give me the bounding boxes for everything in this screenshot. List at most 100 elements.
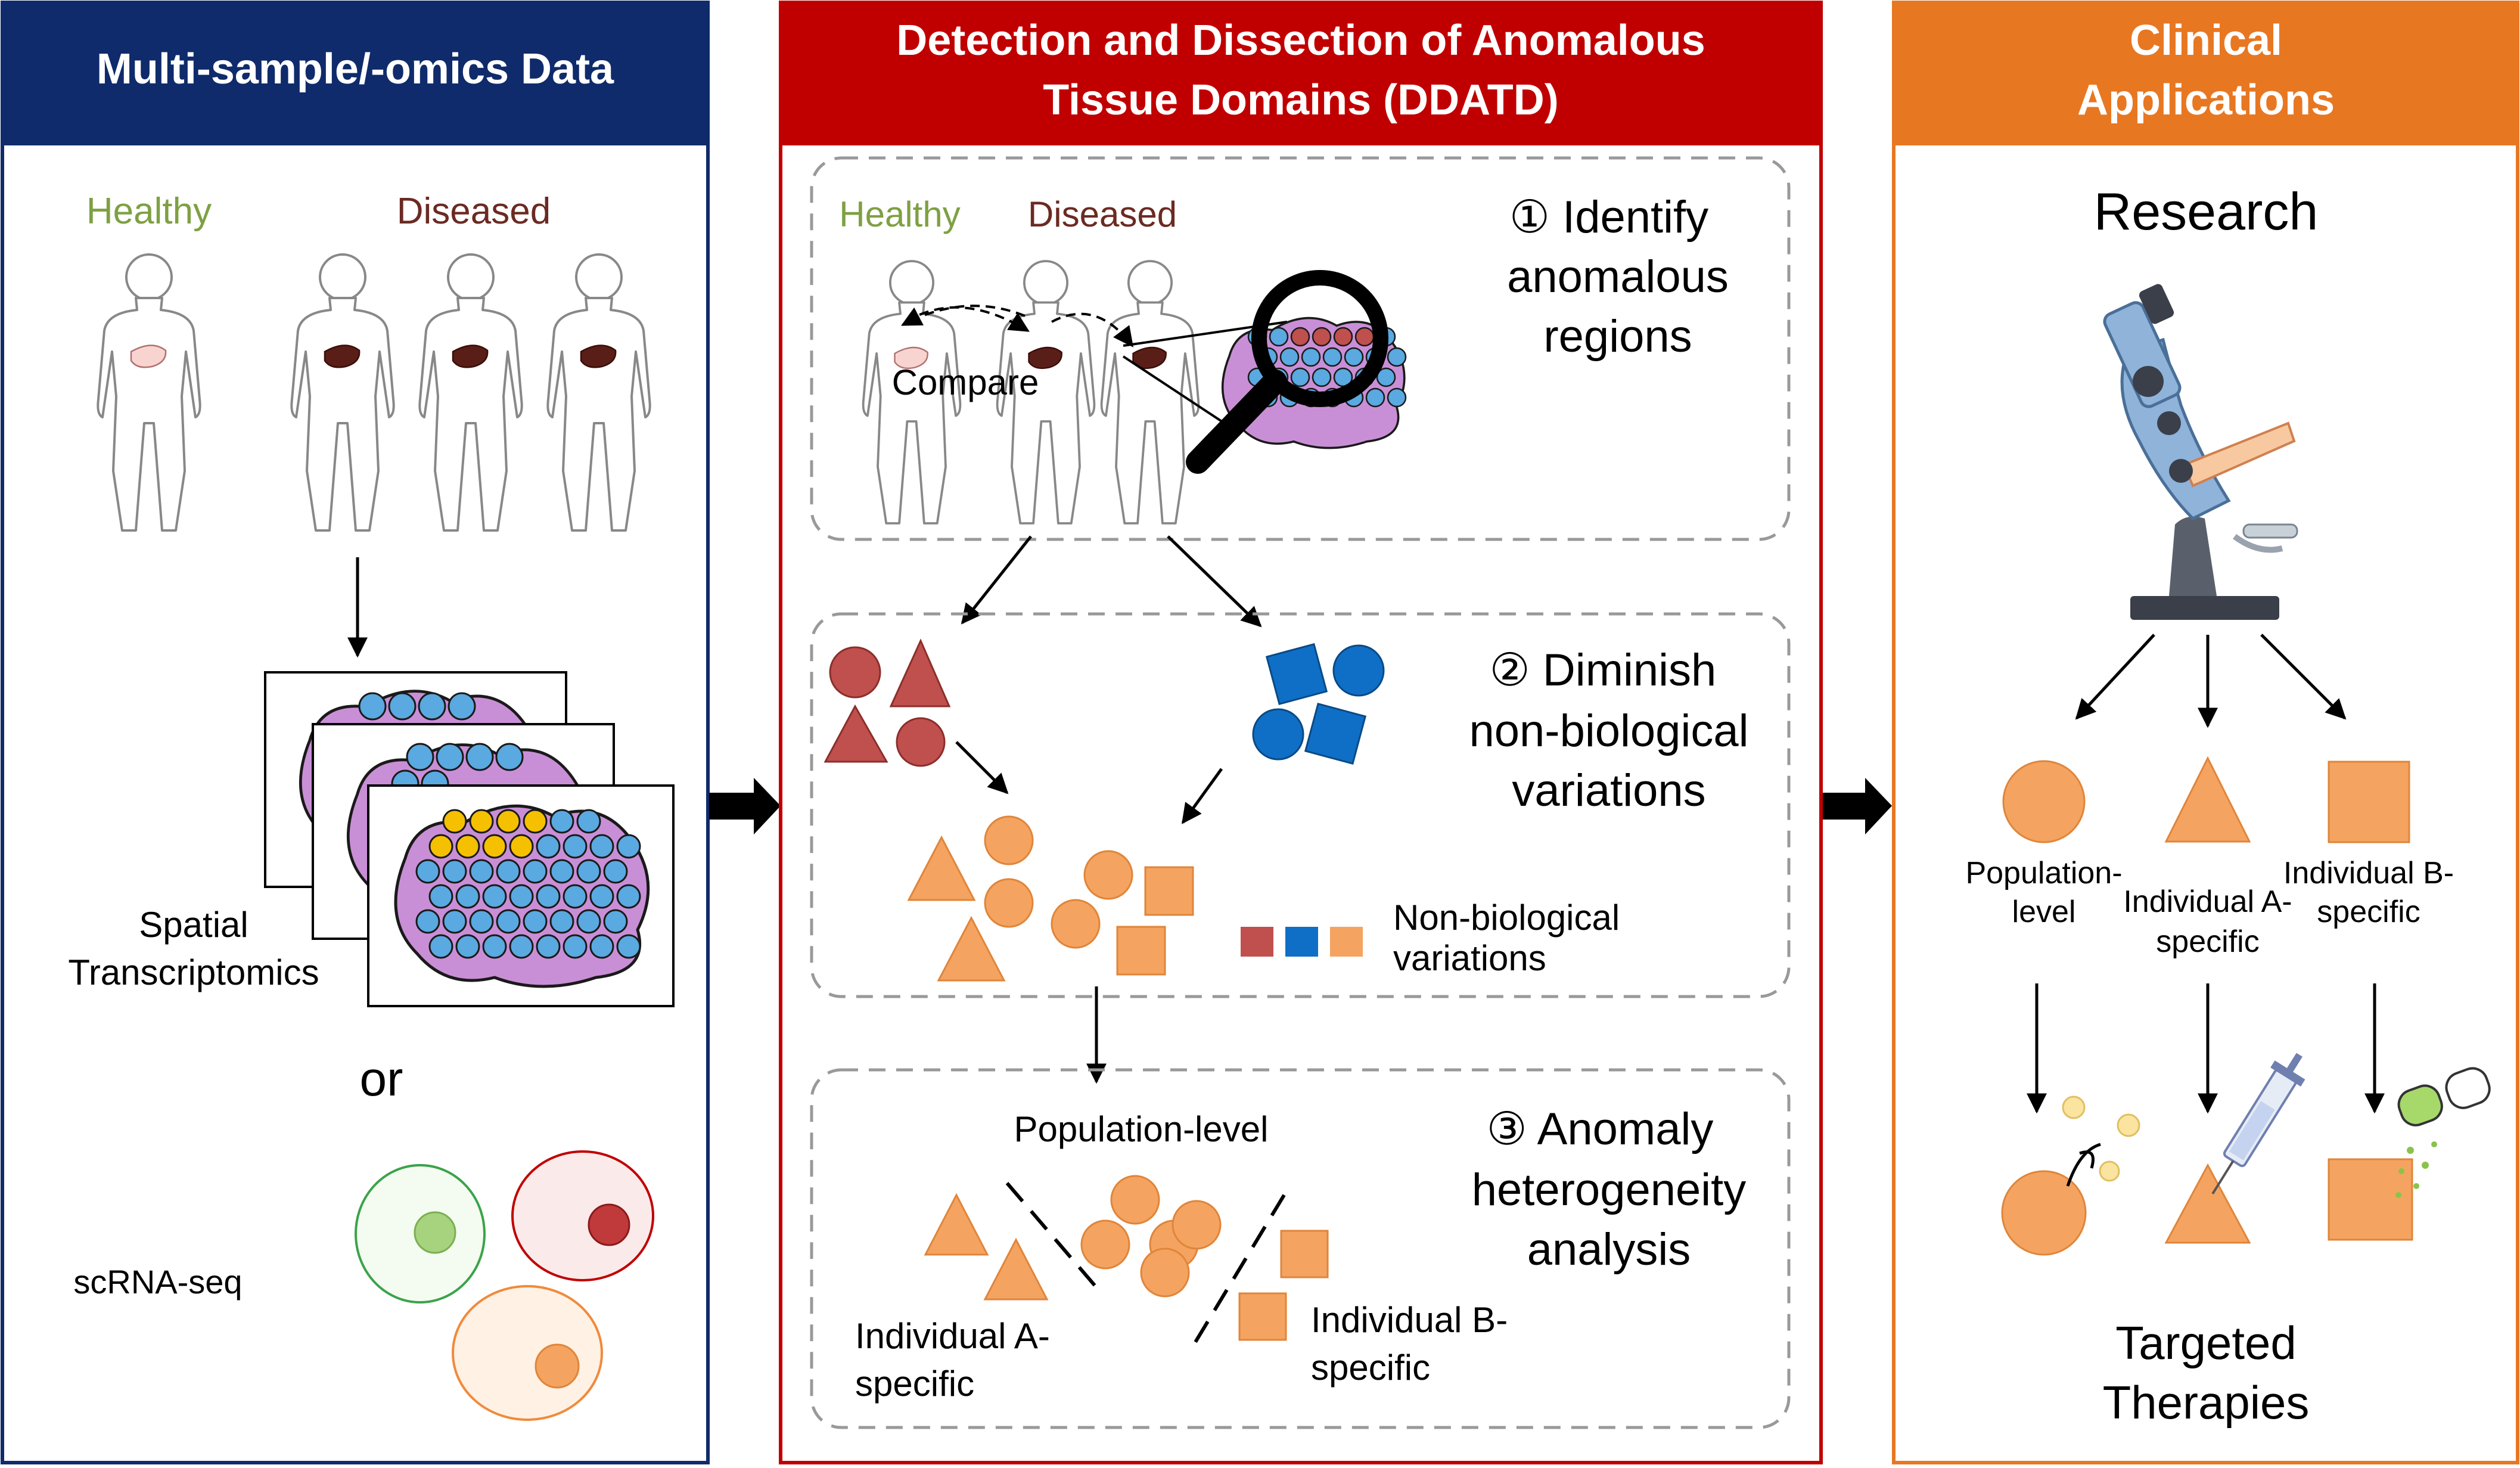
spatial-slide-front (367, 784, 675, 1007)
cell-green-icon (355, 1164, 486, 1303)
syringe-icon (2164, 1053, 2305, 1244)
middle-panel: Detection and Dissection of Anomalous Ti… (779, 1, 1823, 1464)
individual-a-label-line1: Individual A- (2123, 884, 2292, 919)
step1-title-line3: regions (1543, 311, 1692, 362)
step1-title-line1: ① Identify (1509, 192, 1708, 243)
tissue-zoom-icon (1122, 270, 1407, 474)
tissue-spot (536, 884, 561, 909)
step3-title-line1: ③ Anomaly (1487, 1104, 1714, 1154)
tissue-spot (509, 884, 534, 909)
tissue-spot (536, 934, 561, 959)
step1-box (810, 156, 1791, 541)
tissue-spot (589, 934, 614, 959)
right-panel-title-line2: Applications (2077, 76, 2335, 124)
cell-orange-icon (452, 1285, 603, 1421)
left-panel-header (2, 2, 708, 145)
middle-panel-header (781, 2, 1821, 145)
step2-title-line2: non-biological (1469, 706, 1749, 756)
tissue-spot (1387, 387, 1407, 408)
individual-b-label-line1: Individual B- (2283, 856, 2454, 890)
research-label: Research (2094, 182, 2319, 241)
tissue-spot (603, 909, 628, 934)
scrna-label: scRNA-seq (73, 1263, 242, 1301)
flow-arrow (2260, 634, 2347, 720)
tissue-spot (563, 884, 588, 909)
step2-box (810, 612, 1791, 998)
tissue-spot (496, 809, 521, 834)
tissue-spot (442, 859, 467, 884)
tissue-spot (549, 859, 574, 884)
individual-a-label-line2: specific (2156, 924, 2259, 959)
tissue-spot (1365, 387, 1385, 408)
cell-red-icon (511, 1150, 654, 1281)
individual-a-triangle (2164, 756, 2251, 843)
tissue-spot (563, 834, 588, 859)
population-label-line1: Population- (1965, 856, 2122, 890)
microscope-icon (2103, 284, 2298, 620)
tissue-spot (482, 884, 507, 909)
tissue-spot (1354, 327, 1375, 347)
integrated-shapes (907, 815, 1194, 982)
individual-b-label-line2: specific (1311, 1348, 1430, 1388)
tissue-spot (496, 909, 521, 934)
individual-a-label-line1: Individual A- (855, 1316, 1050, 1356)
tissue-spot (442, 909, 467, 934)
tissue-spot (589, 834, 614, 859)
nonbiological-legend-line1: Non-biological (1393, 898, 1620, 938)
tissue-spot (576, 809, 601, 834)
tissue-spot (563, 934, 588, 959)
individual-b-square (2328, 761, 2410, 843)
tissue-spot (1333, 367, 1353, 387)
flow-arrow (2075, 634, 2155, 720)
targeted-circle-icon (2001, 1095, 2140, 1256)
step3-title-line2: heterogeneity (1472, 1165, 1747, 1215)
tissue-spot (428, 934, 453, 959)
individual-b-label-line2: specific (2317, 895, 2420, 929)
separator-dashed (1005, 1182, 1098, 1289)
tissue-spot (1269, 327, 1289, 347)
panel-arrow-1 (709, 778, 781, 834)
tissue-spot (469, 909, 494, 934)
tissue-spot (1344, 347, 1364, 367)
flow-arrow (1167, 535, 1262, 628)
tissue-spot (509, 834, 534, 859)
left-panel-title: Multi-sample/-omics Data (97, 45, 614, 93)
tissue-spot (455, 884, 480, 909)
tissue-spot (442, 809, 467, 834)
targeted-therapies-line1: Targeted (2115, 1317, 2297, 1369)
compare-arrow (905, 306, 1030, 332)
tissue-spot (523, 909, 548, 934)
pill-icon (2328, 1067, 2491, 1241)
population-level-shapes (1080, 1175, 1222, 1298)
tissue-spot (1333, 327, 1353, 347)
tissue-spot (576, 909, 601, 934)
step1-healthy-label: Healthy (839, 194, 960, 234)
step1-diseased-label: Diseased (1028, 194, 1177, 234)
right-panel-title-line1: Clinical (2130, 17, 2282, 64)
tissue-spot (576, 859, 601, 884)
tissue-spot (509, 934, 534, 959)
tissue-spot (549, 909, 574, 934)
tissue-spot (482, 834, 507, 859)
individual-b-shapes (1238, 1230, 1329, 1341)
panel-arrow-2 (1822, 778, 1892, 834)
tissue-spot (1312, 367, 1332, 387)
healthy-label: Healthy (86, 191, 212, 232)
spatial-label-line1: Spatial (139, 905, 248, 945)
tissue-spot (1376, 367, 1396, 387)
tissue-spot (1290, 367, 1310, 387)
tissue-spot (616, 834, 641, 859)
tissue-spot (482, 934, 507, 959)
tissue-spot (523, 859, 548, 884)
tissue-spot (1322, 347, 1343, 367)
compare-arrow (900, 305, 1026, 326)
tissue-spot (616, 884, 641, 909)
individual-a-label-line2: specific (855, 1364, 974, 1404)
flow-arrow (955, 741, 1009, 794)
compare-label: Compare (892, 362, 1039, 402)
flow-arrow (961, 535, 1032, 625)
tissue-spot (415, 909, 440, 934)
step3-title-line3: analysis (1527, 1224, 1691, 1275)
population-level-circle (2002, 760, 2086, 843)
